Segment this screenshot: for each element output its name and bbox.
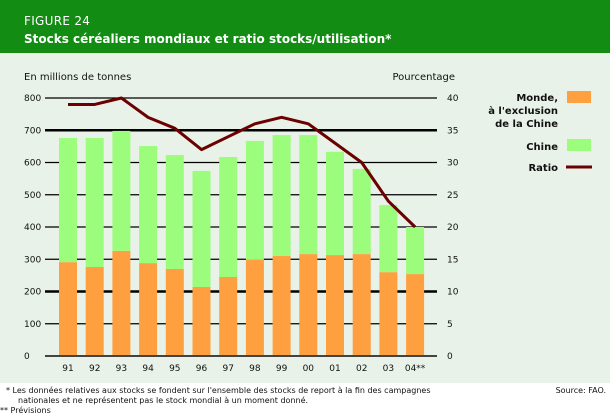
legend-label-chine: Chine <box>526 142 558 153</box>
bar-chine <box>165 155 184 269</box>
bar-monde <box>406 274 425 356</box>
x-tick-label: 02 <box>356 364 367 374</box>
footnote-1-cont: nationales et ne représentent pas le sto… <box>18 396 309 405</box>
left-tick-label: 600 <box>24 159 41 169</box>
ratio-line <box>68 96 417 229</box>
bar-chine <box>112 130 131 251</box>
legend-label-monde: Monde, <box>516 93 558 104</box>
figure-header: FIGURE 24 Stocks céréaliers mondiaux et … <box>0 0 610 53</box>
bar-monde <box>245 259 264 356</box>
left-tick-label: 100 <box>24 320 41 330</box>
chart-panel: En millions de tonnes Pourcentage 0 0 100 5… <box>0 53 610 383</box>
bar-monde <box>139 263 158 356</box>
x-tick-label: 96 <box>196 364 208 374</box>
right-axis-title: Pourcentage <box>392 72 455 83</box>
x-tick-label: 93 <box>116 364 127 374</box>
bar-chine <box>85 137 104 267</box>
bar-monde <box>326 255 344 356</box>
source-label: Source: <box>555 386 586 395</box>
x-tick-label: 92 <box>89 364 100 374</box>
right-tick-label: 5 <box>447 320 453 330</box>
left-tick-label: 400 <box>24 223 41 233</box>
left-axis-title: En millions de tonnes <box>24 72 131 83</box>
x-tick-label: 94 <box>142 364 154 374</box>
bar-chine <box>379 205 398 273</box>
x-tick-label: 01 <box>329 364 340 374</box>
bar-monde <box>272 256 291 356</box>
left-tick-label: 200 <box>24 288 41 298</box>
bar-monde <box>85 266 104 356</box>
bar-chine <box>272 135 291 257</box>
x-tick-label: 99 <box>276 364 288 374</box>
bar-monde <box>299 254 318 356</box>
bar-monde <box>112 250 131 356</box>
left-tick-label: 800 <box>24 94 41 104</box>
bar-chine <box>139 146 158 264</box>
x-tick-label: 03 <box>383 364 394 374</box>
x-tick-label: 97 <box>222 364 233 374</box>
right-tick-label: 0 <box>447 352 453 362</box>
source: Source: FAO. <box>556 386 606 396</box>
right-tick-label: 25 <box>447 191 458 201</box>
figure-number: FIGURE 24 <box>24 14 91 28</box>
right-tick-label: 35 <box>447 126 458 136</box>
legend-swatch-chine <box>567 139 591 151</box>
left-tick-label: 500 <box>24 191 41 201</box>
footnote-2: ** Prévisions <box>0 406 51 415</box>
legend-swatch-monde <box>567 91 591 103</box>
ratio-line-group <box>68 96 417 229</box>
left-tick-label: 0 <box>24 352 30 362</box>
bar-chine <box>192 170 211 287</box>
bar-chine <box>219 157 238 277</box>
bar-monde <box>379 272 398 356</box>
bar-chine <box>326 151 344 256</box>
legend-label-monde: de la Chine <box>495 119 558 130</box>
right-tick-label: 15 <box>447 255 458 265</box>
right-tick-label: 10 <box>447 288 459 298</box>
right-tick-label: 30 <box>447 159 459 169</box>
bars <box>45 130 437 357</box>
x-tick-label: 98 <box>249 364 261 374</box>
bar-chine <box>406 227 425 275</box>
bar-monde <box>352 254 371 356</box>
bar-monde <box>192 286 211 356</box>
footnote-1: * Les données relatives aux stocks se fo… <box>6 386 431 395</box>
legend-label-ratio: Ratio <box>528 163 558 174</box>
x-tick-label: 04** <box>405 364 426 374</box>
figure-title: Stocks céréaliers mondiaux et ratio stoc… <box>24 32 392 46</box>
source-value: FAO. <box>588 386 606 395</box>
right-tick-label: 40 <box>447 94 459 104</box>
x-tick-label: 95 <box>169 364 180 374</box>
right-tick-label: 20 <box>447 223 459 233</box>
bar-monde <box>59 262 77 356</box>
left-tick-label: 700 <box>24 126 41 136</box>
left-tick-label: 300 <box>24 255 41 265</box>
x-tick-label: 00 <box>303 364 315 374</box>
gridlines <box>45 97 437 357</box>
legend: Monde,à l'exclusion de la Chine Chine Ratio <box>488 91 592 174</box>
bar-monde <box>219 276 238 356</box>
bar-chine <box>299 135 318 255</box>
bar-chine <box>59 137 77 263</box>
legend-label-monde: à l'exclusion <box>488 105 558 117</box>
bar-monde <box>165 268 184 356</box>
bar-chine <box>352 168 371 255</box>
bar-chine <box>245 140 264 260</box>
x-tick-label: 91 <box>62 364 73 374</box>
